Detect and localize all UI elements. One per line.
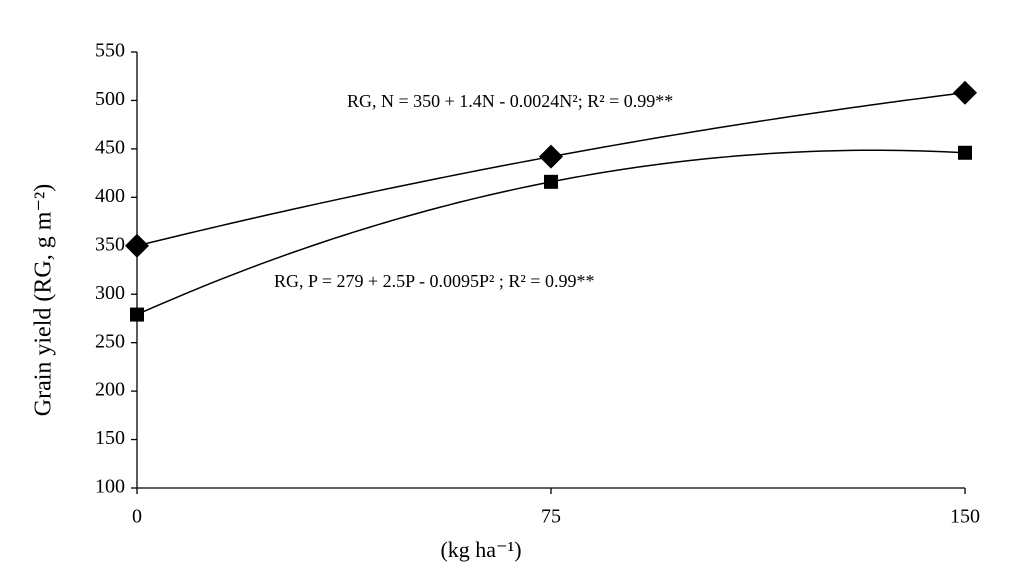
y-tick-label: 200: [95, 379, 125, 401]
y-tick-label: 300: [95, 282, 125, 304]
trend-curve: [136, 91, 966, 247]
square-marker: [958, 145, 972, 160]
y-tick-label: 250: [95, 330, 125, 352]
y-tick-label: 350: [95, 233, 125, 255]
y-tick-label: 400: [95, 185, 125, 207]
y-tick-label: 500: [95, 88, 125, 110]
x-tick-label: 0: [132, 506, 142, 528]
annotation: RG, P = 279 + 2.5P - 0.0095P² ; R² = 0.9…: [274, 271, 594, 291]
square-marker: [130, 307, 144, 322]
y-tick-label: 550: [95, 40, 125, 62]
y-tick-label: 100: [95, 476, 125, 498]
diamond-marker: [539, 144, 563, 169]
y-axis-label: Grain yield (RG, g m⁻²): [31, 184, 57, 417]
y-tick-label: 150: [95, 427, 125, 449]
y-tick-label: 450: [95, 136, 125, 158]
diamond-marker: [125, 233, 149, 258]
diamond-marker: [953, 80, 977, 105]
square-marker: [544, 174, 558, 189]
x-tick-label: 150: [950, 506, 980, 528]
x-axis-label: (kg ha⁻¹): [440, 537, 521, 562]
annotation: RG, N = 350 + 1.4N - 0.0024N²; R² = 0.99…: [347, 91, 673, 111]
x-tick-label: 75: [541, 506, 561, 528]
